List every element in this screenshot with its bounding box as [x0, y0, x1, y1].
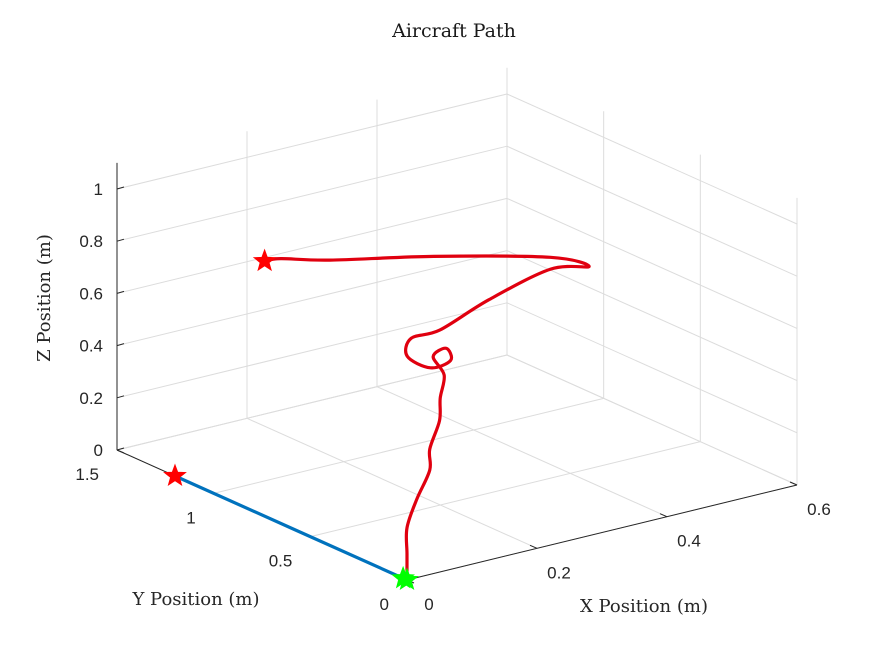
y-tick-label-1: 0.5	[269, 552, 293, 571]
star-marker-1	[163, 463, 187, 487]
grid-wall-x-z-5	[506, 93, 798, 225]
grid-wall-y-z-5	[116, 93, 508, 190]
z-tick-label-1: 0.2	[79, 389, 103, 408]
grid-wall-y-z-4	[116, 145, 508, 242]
grid-wall-x-z-1	[506, 302, 798, 434]
y-tick-3	[116, 449, 125, 454]
grid-wall-y-z-2	[116, 250, 508, 347]
grid-wall-x-z-3	[506, 197, 798, 329]
z-tick-1	[116, 395, 125, 399]
grid-floor-y-2	[213, 397, 604, 494]
markers	[163, 248, 419, 591]
grid-floor-x-1	[246, 417, 538, 549]
z-tick-2	[116, 343, 125, 347]
z-tick-5	[116, 186, 125, 190]
z-tick-label-0: 0	[94, 441, 103, 460]
x-tick-2	[659, 513, 668, 518]
grid-wall-x-z-4	[506, 145, 798, 277]
y-axis-label: Y Position (m)	[131, 589, 259, 610]
z-tick-label-4: 0.8	[79, 232, 103, 251]
z-tick-0	[116, 447, 125, 451]
star-marker-3	[391, 565, 415, 589]
z-tick-3	[116, 290, 125, 294]
z-axis-label: Z Position (m)	[34, 234, 55, 362]
z-tick-label-2: 0.4	[79, 337, 103, 356]
x-tick-label-1: 0.2	[547, 563, 571, 582]
grid-wall-y-z-1	[116, 302, 508, 399]
x-tick-3	[789, 481, 798, 486]
y-tick-label-3: 1.5	[75, 465, 99, 484]
series	[173, 254, 591, 582]
x-axis-line	[406, 484, 798, 581]
grid-wall-y-z-3	[116, 197, 508, 294]
grid-wall-x-z-2	[506, 250, 798, 382]
tick-labels: 0 0.2 0.4 0.6 0 0.5 1 1.5 0 0.2 0.4 0.6 0.8 1	[75, 180, 830, 614]
series-line-1	[173, 474, 409, 582]
x-axis-label: X Position (m)	[580, 596, 708, 617]
grid-floor-x-2	[376, 386, 668, 518]
grid-wall-x-z-0	[506, 354, 798, 486]
x-tick-label-2: 0.4	[677, 532, 701, 551]
grid-floor-y-1	[310, 441, 701, 538]
z-tick-4	[116, 238, 125, 242]
z-tick-label-5: 1	[94, 180, 103, 199]
y-tick-label-2: 1	[186, 508, 195, 527]
x-tick-1	[529, 544, 538, 549]
grid-lines	[116, 67, 798, 581]
star-marker-0	[252, 248, 277, 272]
x-tick-label-3: 0.6	[807, 500, 831, 519]
series-line-0	[263, 254, 591, 582]
chart-title: Aircraft Path	[391, 20, 516, 42]
x-tick-label-0: 0	[424, 595, 433, 614]
y-tick-label-0: 0	[380, 595, 389, 614]
z-tick-label-3: 0.6	[79, 284, 103, 303]
